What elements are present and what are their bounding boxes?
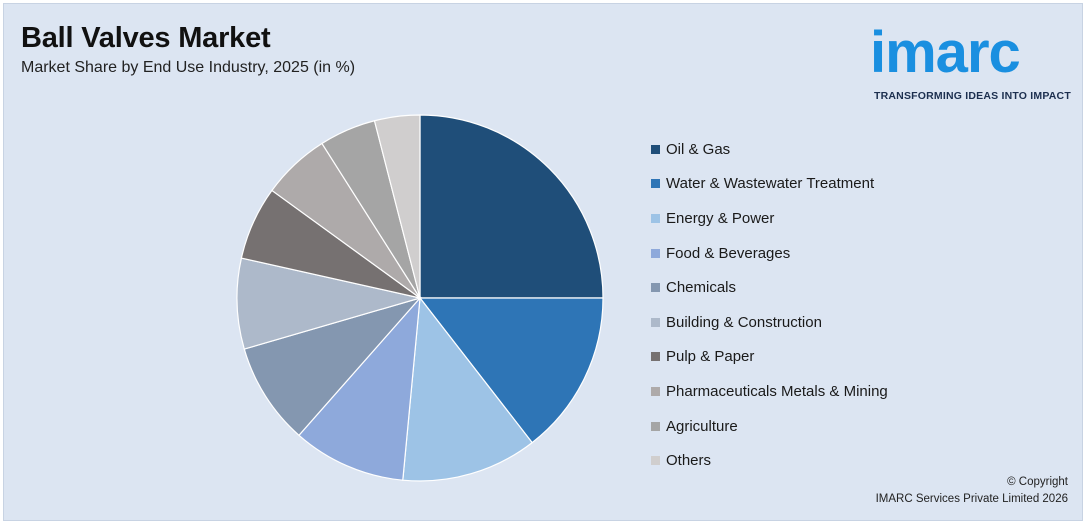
legend-swatch xyxy=(651,352,660,362)
chart-panel: Ball Valves Market Market Share by End U… xyxy=(3,3,1083,521)
copyright-notice: © Copyright IMARC Services Private Limit… xyxy=(876,474,1068,508)
legend-item: Oil & Gas xyxy=(651,132,888,167)
legend-label: Water & Wastewater Treatment xyxy=(666,175,875,193)
legend-label: Energy & Power xyxy=(666,209,775,227)
legend-label: Building & Construction xyxy=(666,313,822,331)
legend-label: Oil & Gas xyxy=(666,140,731,158)
legend-swatch xyxy=(651,317,660,327)
legend-item: Energy & Power xyxy=(651,201,888,236)
pie-slice-3 xyxy=(402,296,534,482)
pie-slice-2 xyxy=(418,297,604,444)
legend-label: Pulp & Paper xyxy=(666,348,755,366)
legend-item: Chemicals xyxy=(651,270,888,305)
legend-swatch xyxy=(651,456,660,466)
legend-item: Others xyxy=(651,443,888,478)
legend-item: Building & Construction xyxy=(651,305,888,340)
legend-label: Food & Beverages xyxy=(666,244,791,262)
legend-swatch xyxy=(651,386,660,396)
legend-item: Pulp & Paper xyxy=(651,340,888,375)
chart-legend: Oil & Gas Water & Wastewater Treatment Ene… xyxy=(651,132,888,478)
legend-label: Agriculture xyxy=(666,417,738,435)
legend-label: Others xyxy=(666,452,712,470)
pie-slice-1 xyxy=(419,114,604,299)
chart-subtitle: Market Share by End Use Industry, 2025 (… xyxy=(21,59,356,76)
legend-swatch xyxy=(651,421,660,431)
legend-item: Pharmaceuticals Metals & Mining xyxy=(651,374,888,409)
legend-label: Chemicals xyxy=(666,279,737,297)
pie-chart xyxy=(236,114,604,482)
legend-item: Agriculture xyxy=(651,409,888,444)
copyright-line-1: © Copyright xyxy=(1007,476,1068,488)
pie-slice-4 xyxy=(298,296,421,481)
imarc-logo: imarc TRANSFORMING IDEAS INTO IMPACT xyxy=(870,16,1082,106)
legend-swatch xyxy=(651,283,660,293)
legend-item: Water & Wastewater Treatment xyxy=(651,167,888,202)
legend-swatch xyxy=(651,248,660,258)
pie-slice-5 xyxy=(243,296,422,437)
legend-label: Pharmaceuticals Metals & Mining xyxy=(666,382,888,400)
pie-slice-6 xyxy=(236,257,421,350)
copyright-line-2: IMARC Services Private Limited 2026 xyxy=(875,493,1068,505)
logo-wordmark: imarc xyxy=(870,20,1021,85)
legend-item: Food & Beverages xyxy=(651,236,888,271)
pie-slice-10 xyxy=(373,114,421,299)
legend-swatch xyxy=(651,144,660,154)
logo-tagline: TRANSFORMING IDEAS INTO IMPACT xyxy=(874,90,1071,102)
chart-title: Ball Valves Market xyxy=(21,22,271,54)
legend-swatch xyxy=(651,213,660,223)
legend-swatch xyxy=(651,179,660,189)
